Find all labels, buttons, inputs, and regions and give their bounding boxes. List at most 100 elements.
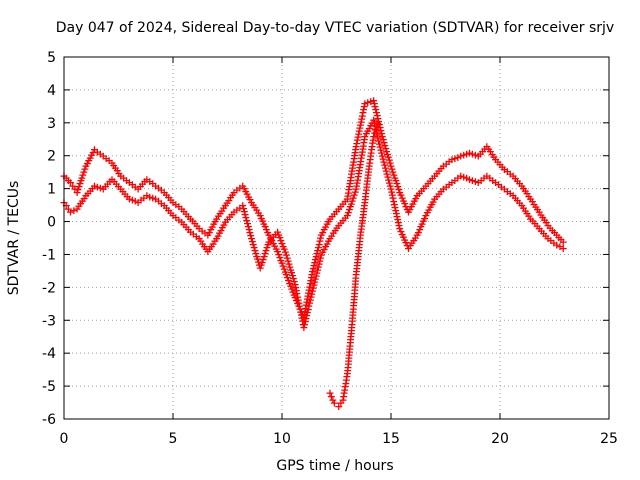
data-marker-track-a: + bbox=[476, 147, 485, 160]
data-marker-track-a: + bbox=[324, 215, 333, 228]
data-marker-track-a: + bbox=[347, 168, 356, 181]
data-marker-track-b: + bbox=[414, 226, 423, 239]
data-marker-track-b: + bbox=[372, 126, 381, 139]
data-marker-track-b: + bbox=[370, 120, 379, 133]
data-point-track-a: + bbox=[299, 311, 308, 324]
data-point-track-a: + bbox=[482, 140, 491, 153]
data-marker-track-a: + bbox=[261, 220, 270, 233]
data-marker-track-b: + bbox=[262, 241, 271, 254]
data-marker-track-b: + bbox=[383, 171, 392, 184]
data-marker-track-b: + bbox=[327, 229, 336, 242]
data-point-track-a: + bbox=[526, 193, 535, 206]
data-marker-track-b: + bbox=[360, 133, 369, 146]
data-point-track-b: + bbox=[203, 245, 212, 258]
data-marker-track-a: + bbox=[344, 186, 353, 199]
data-point-track-a: + bbox=[517, 179, 526, 192]
data-marker-track-a: + bbox=[304, 283, 313, 296]
data-marker-track-c: + bbox=[353, 256, 362, 269]
data-marker-track-a: + bbox=[484, 143, 493, 156]
data-marker-track-b: + bbox=[277, 237, 286, 250]
data-marker-track-b: + bbox=[296, 306, 305, 319]
data-marker-track-a: + bbox=[321, 221, 330, 234]
data-marker-track-b: + bbox=[513, 194, 522, 207]
data-marker-track-b: + bbox=[401, 236, 410, 249]
data-marker-track-a: + bbox=[240, 182, 249, 195]
y-tick-label: -3 bbox=[42, 313, 56, 329]
data-marker-track-a: + bbox=[393, 180, 402, 193]
data-marker-track-b: + bbox=[298, 315, 307, 328]
data-marker-track-b: + bbox=[276, 234, 285, 247]
data-marker-track-c: + bbox=[368, 137, 377, 150]
data-marker-track-b: + bbox=[428, 195, 437, 208]
data-marker-track-b: + bbox=[240, 208, 249, 221]
data-marker-track-b: + bbox=[294, 293, 303, 306]
data-marker-track-b: + bbox=[225, 211, 234, 224]
data-marker-track-c: + bbox=[355, 238, 364, 251]
data-marker-track-b: + bbox=[105, 175, 114, 188]
data-marker-track-a: + bbox=[387, 163, 396, 176]
data-marker-track-c: + bbox=[341, 380, 350, 393]
data-marker-track-c: + bbox=[360, 199, 369, 212]
data-marker-track-b: + bbox=[255, 259, 264, 272]
data-marker-track-b: + bbox=[304, 300, 313, 313]
data-marker-track-b: + bbox=[344, 206, 353, 219]
data-marker-track-a: + bbox=[423, 177, 432, 190]
data-marker-track-a: + bbox=[93, 145, 102, 158]
x-tick-label: 20 bbox=[491, 431, 509, 447]
data-marker-track-a: + bbox=[349, 155, 358, 168]
data-marker-track-a: + bbox=[70, 183, 79, 196]
data-marker-track-a: + bbox=[403, 203, 412, 216]
data-marker-track-b: + bbox=[357, 149, 366, 162]
data-marker-track-a: + bbox=[88, 146, 97, 159]
data-marker-track-a: + bbox=[73, 183, 82, 196]
data-marker-track-a: + bbox=[298, 308, 307, 321]
data-marker-track-a: + bbox=[166, 193, 175, 206]
data-marker-track-a: + bbox=[385, 154, 394, 167]
data-marker-track-a: + bbox=[389, 168, 398, 181]
data-point-track-a: + bbox=[99, 150, 108, 163]
data-marker-track-b: + bbox=[459, 171, 468, 184]
data-marker-track-b: + bbox=[196, 235, 205, 248]
data-marker-track-c: + bbox=[367, 143, 376, 156]
data-marker-track-a: + bbox=[312, 247, 321, 260]
data-marker-track-c: + bbox=[354, 247, 363, 260]
data-marker-track-a: + bbox=[375, 121, 384, 134]
data-marker-track-b: + bbox=[253, 253, 262, 266]
data-marker-track-b: + bbox=[208, 237, 217, 250]
data-marker-track-b: + bbox=[314, 261, 323, 274]
data-marker-track-b: + bbox=[375, 138, 384, 151]
data-marker-track-a: + bbox=[157, 184, 166, 197]
data-marker-track-b: + bbox=[387, 186, 396, 199]
data-marker-track-a: + bbox=[313, 244, 322, 257]
data-marker-track-b: + bbox=[181, 221, 190, 234]
data-marker-track-b: + bbox=[174, 213, 183, 226]
data-marker-track-a: + bbox=[184, 210, 193, 223]
data-marker-track-b: + bbox=[249, 241, 258, 254]
data-marker-track-b: + bbox=[332, 222, 341, 235]
data-marker-track-b: + bbox=[521, 204, 530, 217]
data-point-track-a: + bbox=[256, 209, 265, 222]
data-marker-track-b: + bbox=[307, 288, 316, 301]
data-point-track-a: + bbox=[116, 169, 125, 182]
data-marker-track-a: + bbox=[145, 175, 154, 188]
data-point-track-c: + bbox=[369, 130, 378, 143]
data-marker-track-b: + bbox=[123, 190, 132, 203]
data-point-track-c: + bbox=[334, 400, 343, 413]
data-marker-track-b: + bbox=[310, 276, 319, 289]
data-marker-track-a: + bbox=[419, 182, 428, 195]
data-marker-track-b: + bbox=[555, 240, 564, 253]
data-marker-track-b: + bbox=[303, 306, 312, 319]
data-marker-track-a: + bbox=[280, 262, 289, 275]
data-point-track-a: + bbox=[264, 229, 273, 242]
data-marker-track-a: + bbox=[471, 149, 480, 162]
data-marker-track-b: + bbox=[450, 174, 459, 187]
data-marker-track-c: + bbox=[357, 220, 366, 233]
data-marker-track-b: + bbox=[524, 210, 533, 223]
data-point-track-b: + bbox=[116, 183, 125, 196]
data-point-track-b: + bbox=[447, 176, 456, 189]
data-marker-track-c: + bbox=[347, 318, 356, 331]
data-marker-track-a: + bbox=[315, 235, 324, 248]
data-marker-track-a: + bbox=[370, 97, 379, 110]
data-marker-track-a: + bbox=[294, 300, 303, 313]
